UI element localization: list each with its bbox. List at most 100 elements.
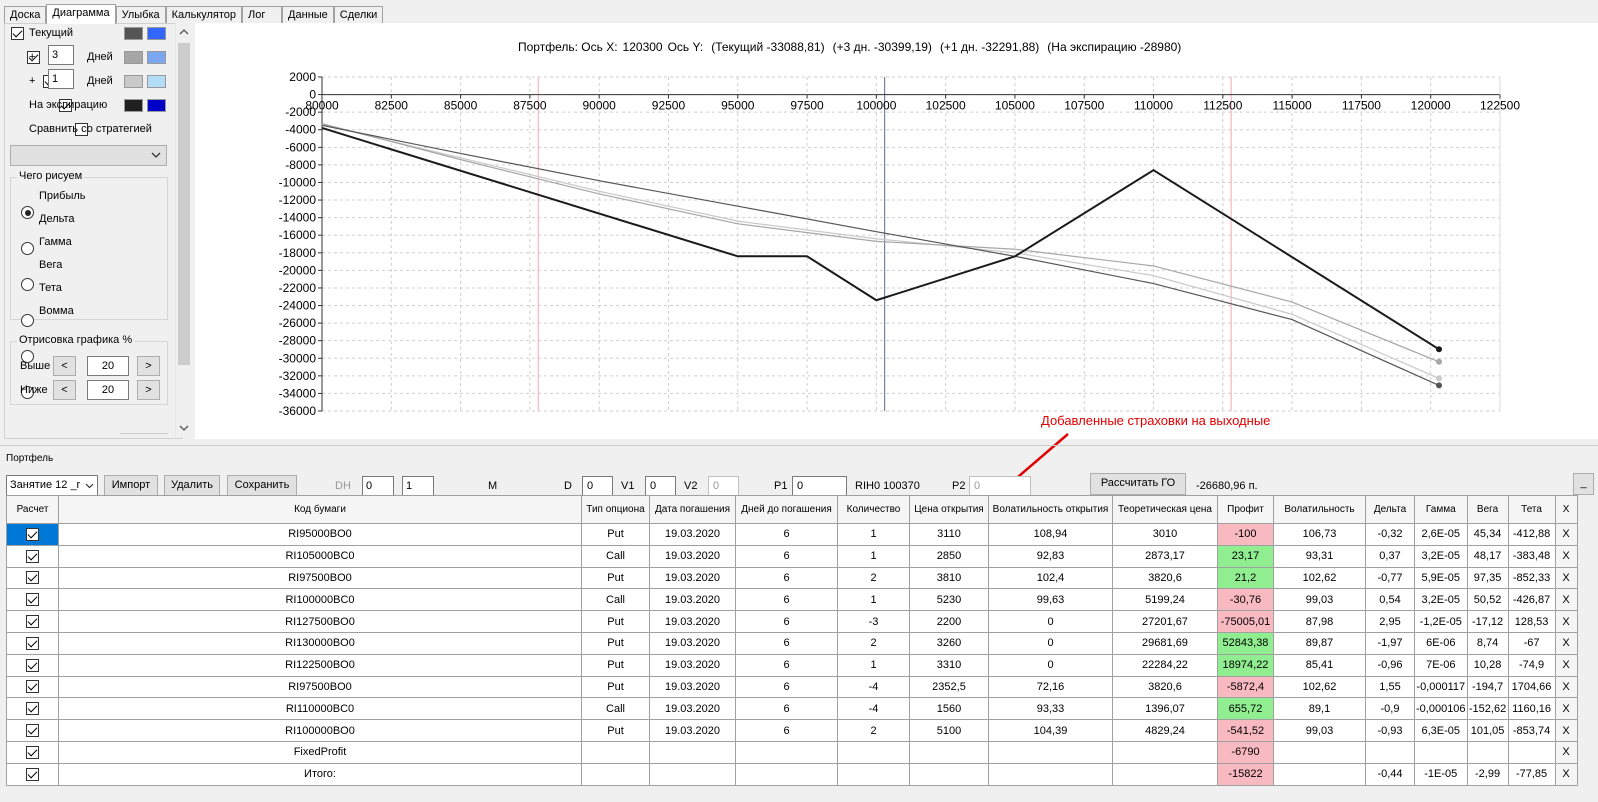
table-row[interactable]: RI130000BO0 Put 19.03.2020 6 2 3260 0 29681,69 5… bbox=[6, 631, 1578, 655]
delete-row-button[interactable]: X bbox=[1554, 523, 1578, 546]
column-header[interactable]: Дней до погашения bbox=[735, 495, 838, 524]
table-row[interactable]: RI97500BO0 Put 19.03.2020 6 -4 2352,5 72,16 382… bbox=[6, 675, 1578, 699]
calc-checkbox-cell[interactable] bbox=[6, 610, 59, 633]
expiry-checkbox[interactable] bbox=[59, 99, 73, 112]
column-header[interactable]: Код бумаги bbox=[58, 495, 582, 524]
delete-row-button[interactable]: X bbox=[1554, 719, 1578, 742]
below-input[interactable]: 20 bbox=[87, 380, 129, 400]
table-row[interactable]: RI127500BO0 Put 19.03.2020 6 -3 2200 0 27201,67… bbox=[6, 610, 1578, 633]
plus3-color-swatch[interactable] bbox=[124, 51, 143, 64]
calc-checkbox[interactable] bbox=[26, 724, 39, 738]
delete-row-button[interactable]: X bbox=[1554, 697, 1578, 721]
v2-input[interactable]: 0 bbox=[708, 476, 739, 496]
table-row[interactable]: RI110000BC0 Call 19.03.2020 6 -4 1560 93,33 139… bbox=[6, 697, 1578, 721]
compare-checkbox[interactable] bbox=[75, 123, 89, 136]
left-panel-scrollbar[interactable] bbox=[175, 23, 191, 437]
delete-row-button[interactable]: X bbox=[1554, 610, 1578, 633]
column-header[interactable]: Волатильность открытия bbox=[988, 495, 1113, 524]
calc-checkbox-cell[interactable] bbox=[6, 719, 59, 742]
column-header[interactable]: Дата погашения bbox=[649, 495, 736, 524]
spin1-input[interactable]: 0 bbox=[362, 476, 394, 496]
radio-theta[interactable] bbox=[21, 350, 34, 363]
calc-checkbox-cell[interactable] bbox=[6, 544, 59, 568]
radio-gamma[interactable] bbox=[21, 278, 34, 291]
calc-checkbox-cell[interactable] bbox=[6, 566, 59, 590]
minimize-button[interactable]: _ bbox=[1573, 473, 1594, 495]
column-header[interactable]: Профит bbox=[1217, 495, 1274, 524]
calc-checkbox[interactable] bbox=[26, 636, 39, 650]
delete-button[interactable]: Удалить bbox=[164, 475, 220, 496]
p1-input[interactable]: 0 bbox=[792, 476, 847, 496]
column-header[interactable]: Дельта bbox=[1365, 495, 1415, 524]
table-row[interactable]: RI100000BO0 Put 19.03.2020 6 2 5100 104,39 4829… bbox=[6, 719, 1578, 742]
column-header[interactable]: Тета bbox=[1507, 495, 1556, 524]
calc-checkbox-cell[interactable] bbox=[6, 697, 59, 721]
delete-row-button[interactable]: X bbox=[1554, 631, 1578, 655]
radio-profit[interactable] bbox=[21, 206, 34, 219]
d-input[interactable]: 0 bbox=[582, 476, 613, 496]
calc-checkbox[interactable] bbox=[26, 702, 39, 716]
current-color-swatch[interactable] bbox=[124, 27, 143, 40]
column-header[interactable]: Волатильность bbox=[1273, 495, 1366, 524]
table-row[interactable]: RI97500BO0 Put 19.03.2020 6 2 3810 102,4 3820,6… bbox=[6, 566, 1578, 590]
tab-doska[interactable]: Доска bbox=[4, 6, 47, 24]
delete-row-button[interactable]: X bbox=[1554, 740, 1578, 764]
column-header[interactable]: Вега bbox=[1466, 495, 1509, 524]
column-header[interactable]: Цена открытия bbox=[909, 495, 989, 524]
above-input[interactable]: 20 bbox=[87, 356, 129, 376]
scroll-up-icon[interactable] bbox=[179, 29, 189, 35]
above-increase-button[interactable]: > bbox=[137, 356, 160, 376]
calc-checkbox[interactable] bbox=[26, 745, 39, 759]
delete-row-button[interactable]: X bbox=[1554, 566, 1578, 590]
column-header[interactable]: Теоретическая цена bbox=[1112, 495, 1218, 524]
splitter[interactable] bbox=[0, 445, 1598, 450]
plus1-color-swatch[interactable] bbox=[124, 75, 143, 88]
delete-row-button[interactable]: X bbox=[1554, 588, 1578, 612]
current-color-swatch-alt[interactable] bbox=[147, 27, 166, 40]
delete-row-button[interactable]: X bbox=[1554, 675, 1578, 699]
column-header[interactable]: Количество bbox=[837, 495, 910, 524]
strategy-dropdown[interactable] bbox=[10, 145, 167, 166]
calc-checkbox[interactable] bbox=[26, 615, 39, 629]
table-row[interactable]: RI95000BO0 Put 19.03.2020 6 1 3110 108,94 3010-… bbox=[6, 523, 1578, 546]
table-row[interactable]: RI122500BO0 Put 19.03.2020 6 1 3310 0 22284,22 1… bbox=[6, 653, 1578, 677]
calc-checkbox-cell[interactable] bbox=[6, 675, 59, 699]
import-button[interactable]: Импорт bbox=[104, 475, 158, 496]
column-header[interactable]: X bbox=[1554, 495, 1578, 524]
tab-smile[interactable]: Улыбка bbox=[115, 6, 166, 24]
plus1-color-swatch-alt[interactable] bbox=[147, 75, 166, 88]
expiry-color-swatch-alt[interactable] bbox=[147, 99, 166, 112]
calc-checkbox[interactable] bbox=[26, 571, 39, 585]
calc-checkbox-cell[interactable] bbox=[6, 653, 59, 677]
calc-checkbox[interactable] bbox=[26, 549, 39, 563]
calc-checkbox-cell[interactable] bbox=[6, 523, 59, 546]
calc-checkbox-cell[interactable] bbox=[6, 631, 59, 655]
below-decrease-button[interactable]: < bbox=[53, 380, 76, 400]
radio-vega[interactable] bbox=[21, 314, 34, 327]
table-row[interactable]: Итого: -15822 -0,44 -1E-05 -2,99 -77,85 X bbox=[6, 762, 1578, 786]
scroll-down-icon[interactable] bbox=[179, 425, 189, 431]
table-row[interactable]: FixedProfit -6790 X bbox=[6, 740, 1578, 764]
delete-row-button[interactable]: X bbox=[1554, 653, 1578, 677]
column-header[interactable]: Тип опциона bbox=[581, 495, 650, 524]
tab-log[interactable]: Лог bbox=[242, 6, 283, 24]
expiry-color-swatch[interactable] bbox=[124, 99, 143, 112]
p2-input[interactable]: 0 bbox=[969, 476, 1031, 496]
calc-checkbox[interactable] bbox=[26, 680, 39, 694]
calc-checkbox-cell[interactable] bbox=[6, 588, 59, 612]
v1-input[interactable]: 0 bbox=[645, 476, 676, 496]
current-checkbox[interactable] bbox=[11, 27, 24, 40]
table-row[interactable]: RI105000BC0 Call 19.03.2020 6 1 2850 92,83 2873… bbox=[6, 544, 1578, 568]
session-select[interactable]: Занятие 12 _r bbox=[6, 475, 98, 496]
days1-input[interactable]: 3 bbox=[48, 45, 74, 65]
below-increase-button[interactable]: > bbox=[137, 380, 160, 400]
delete-row-button[interactable]: X bbox=[1554, 544, 1578, 568]
days2-input[interactable]: 1 bbox=[48, 69, 74, 89]
calc-checkbox-cell[interactable] bbox=[6, 762, 59, 786]
table-row[interactable]: RI100000BC0 Call 19.03.2020 6 1 5230 99,63 5199… bbox=[6, 588, 1578, 612]
profit-chart[interactable]: 2000 0 -2000 -4000 -6000 -8000 -10000 -12000 -14… bbox=[195, 23, 1598, 439]
tab-diagram[interactable]: Диаграмма bbox=[46, 4, 116, 24]
tab-deals[interactable]: Сделки bbox=[333, 6, 384, 24]
tab-calculator[interactable]: Калькулятор bbox=[165, 6, 243, 24]
column-header[interactable]: Расчет bbox=[6, 495, 59, 524]
